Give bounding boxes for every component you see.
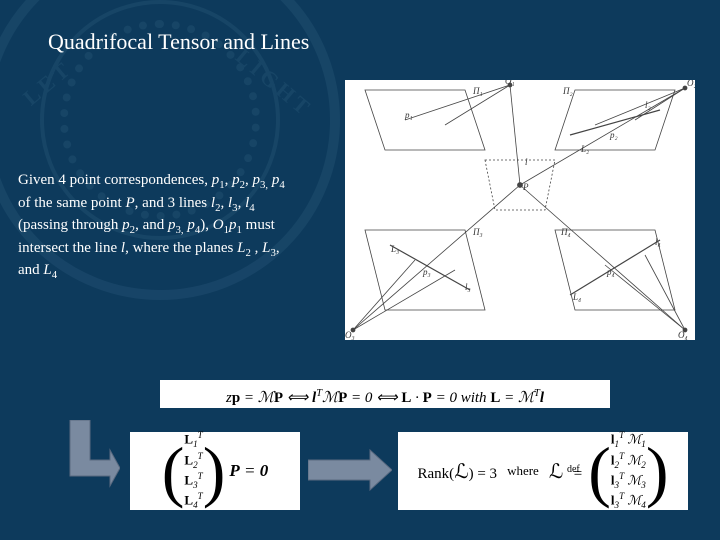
svg-text:Π₁: Π₁ [472, 86, 483, 96]
svg-text:p₄: p₄ [606, 267, 615, 277]
arrow-right-icon [308, 448, 392, 492]
svg-text:O₂: O₂ [687, 80, 695, 88]
svg-text:Π₂: Π₂ [562, 86, 573, 96]
svg-text:L₂: L₂ [580, 144, 589, 154]
svg-text:p₃: p₃ [422, 267, 431, 277]
svg-text:l₂: l₂ [645, 100, 651, 110]
equation-rank: Rank(ℒ) = 3 where ℒ def= ( l1T ℳ1 l2T ℳ2… [398, 432, 688, 510]
svg-text:L₃: L₃ [390, 244, 399, 254]
svg-text:O₄: O₄ [678, 330, 688, 340]
svg-text:L₄: L₄ [572, 292, 581, 302]
slide-title: Quadrifocal Tensor and Lines [48, 28, 309, 56]
svg-text:p₁: p₁ [404, 110, 413, 120]
svg-text:l₃: l₃ [465, 282, 471, 292]
equation-line-1: zp = ℳP ⟺ lTℳP = 0 ⟺ L · P = 0 with L = … [160, 380, 610, 408]
arrow-down-right-icon [60, 420, 120, 500]
geometry-diagram: O₁ Π₁ O₂ Π₂ O₃ Π₃ O₄ Π₄ P p₁ p₂ l₂ L₂ p₃ l₃ L₃ p… [345, 80, 695, 340]
svg-text:P: P [522, 182, 529, 192]
svg-text:p₂: p₂ [609, 130, 618, 140]
equation-matrix-1: ( L1T L2T L3T L4T ) P = 0 [130, 432, 300, 510]
svg-text:O₁: O₁ [505, 80, 515, 86]
svg-text:l: l [525, 157, 528, 167]
svg-text:Π₃: Π₃ [472, 227, 483, 237]
slide-body: Given 4 point correspondences, p1, p2, p… [18, 170, 298, 283]
svg-text:O₃: O₃ [345, 330, 355, 340]
svg-text:l₄: l₄ [655, 237, 661, 247]
svg-text:Π₄: Π₄ [560, 227, 571, 237]
